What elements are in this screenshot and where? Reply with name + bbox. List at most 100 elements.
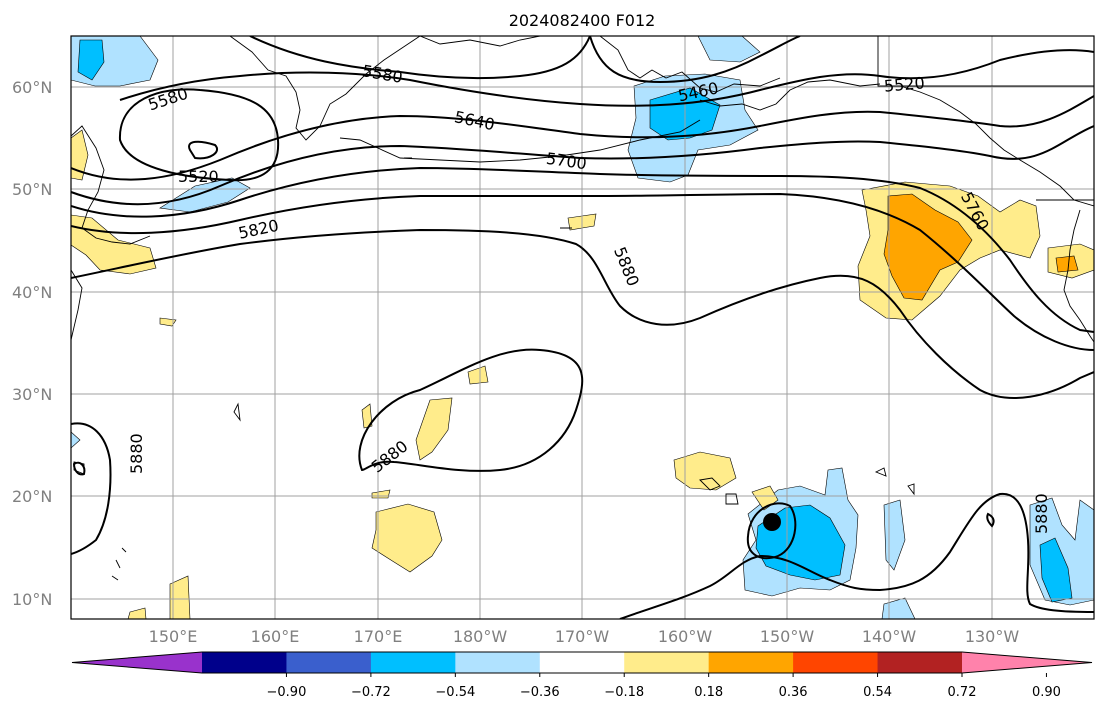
shade-orange-core bbox=[883, 193, 973, 301]
lat-label-30: 30°N bbox=[12, 385, 52, 404]
border-canada bbox=[877, 36, 1094, 87]
shade-marshall bbox=[371, 503, 443, 573]
colorbar-extend-high bbox=[962, 652, 1092, 673]
colorbar-label: −0.72 bbox=[351, 685, 391, 700]
isl-marianas bbox=[111, 547, 127, 581]
colorbar-extend-low bbox=[72, 652, 202, 673]
lon-label-170w: 170°W bbox=[555, 627, 610, 646]
lat-label-50: 50°N bbox=[12, 180, 52, 199]
lon-label-130w: 130°W bbox=[965, 627, 1020, 646]
coast-chukotka bbox=[419, 36, 541, 47]
lon-label-150w: 150°W bbox=[760, 627, 815, 646]
colorbar-label: −0.54 bbox=[435, 685, 475, 700]
lon-label-140w: 140°W bbox=[862, 627, 917, 646]
contour-label-5880-west: 5880 bbox=[127, 433, 146, 474]
colorbar-label: −0.90 bbox=[267, 685, 307, 700]
colorbar: −0.90 −0.72 −0.54 −0.36 −0.18 0.18 0.36 0.54 0.7… bbox=[71, 651, 1093, 700]
contour-5580-closed bbox=[118, 88, 280, 182]
contour-5820 bbox=[71, 192, 1094, 351]
colorbar-segment bbox=[370, 652, 456, 673]
contour-5880-west-loop bbox=[72, 461, 86, 476]
contour-5520-low bbox=[188, 140, 218, 160]
shade-se-core bbox=[1039, 537, 1073, 603]
contour-5760 bbox=[71, 166, 1094, 333]
isl-aleut-1 bbox=[404, 157, 572, 229]
shading-deep-blue bbox=[77, 39, 1073, 603]
lat-label-10: 10°N bbox=[12, 590, 52, 609]
colorbar-segment bbox=[286, 652, 372, 673]
lat-label-20: 20°N bbox=[12, 487, 52, 506]
contour-5880-se-loop bbox=[986, 512, 995, 528]
contour-label-5520-low: 5520 bbox=[178, 167, 219, 186]
coastlines bbox=[71, 36, 1094, 581]
contour-label-5880-center: 5880 bbox=[368, 436, 412, 476]
map-plot-area: 5580 5580 5520 5520 5460 5640 5700 5820 … bbox=[71, 36, 1094, 619]
contour-label-5640: 5640 bbox=[453, 107, 497, 134]
lon-label-170e: 170°E bbox=[354, 627, 403, 646]
contour-5880-center bbox=[358, 348, 584, 472]
graticule bbox=[71, 36, 1094, 619]
contour-5580-long bbox=[119, 49, 1094, 107]
latitude-labels: 60°N 50°N 40°N 30°N 20°N 10°N bbox=[12, 78, 52, 609]
map-frame bbox=[70, 35, 1095, 620]
map-title: 2024082400 F012 bbox=[509, 11, 656, 30]
shading-orange bbox=[883, 193, 1079, 301]
colorbar-label: −0.18 bbox=[604, 685, 644, 700]
coast-kamchatka bbox=[229, 36, 421, 141]
colorbar-segment bbox=[793, 652, 879, 673]
lon-label-180w: 180°W bbox=[453, 627, 508, 646]
colorbar-segment bbox=[539, 652, 625, 673]
shade-scs bbox=[169, 575, 191, 619]
isl-wake bbox=[233, 402, 241, 422]
coast-alaska-w bbox=[599, 36, 781, 93]
contour-label-5580-west: 5580 bbox=[146, 84, 191, 115]
contour-5700 bbox=[71, 125, 1094, 206]
contour-5880-north bbox=[71, 228, 1094, 400]
coast-alaska-pen bbox=[699, 79, 881, 111]
shade-hawaii-nw bbox=[673, 451, 737, 491]
lon-label-160w: 160°W bbox=[658, 627, 713, 646]
colorbar-label: 0.72 bbox=[948, 685, 977, 700]
shade-japan-north bbox=[71, 129, 89, 181]
lon-label-150e: 150°E bbox=[149, 627, 198, 646]
colorbar-segment bbox=[455, 652, 541, 673]
contour-label-5520-ne: 5520 bbox=[883, 73, 925, 95]
colorbar-label: 0.18 bbox=[694, 685, 723, 700]
lat-label-60: 60°N bbox=[12, 78, 52, 97]
coast-bc bbox=[899, 85, 1094, 207]
shade-w-edge bbox=[71, 431, 81, 449]
colorbar-segment bbox=[624, 652, 710, 673]
shade-small-1 bbox=[159, 317, 177, 327]
isl-hawaii bbox=[699, 477, 739, 505]
colorbar-segment bbox=[877, 652, 963, 673]
colorbar-label: 0.36 bbox=[779, 685, 808, 700]
shade-island-b bbox=[467, 365, 489, 385]
contour-hawaii-loop bbox=[746, 502, 797, 560]
longitude-labels: 150°E 160°E 170°E 180°W 170°W 160°W 150°… bbox=[149, 627, 1020, 646]
height-contours bbox=[71, 36, 1094, 619]
shade-nw-core bbox=[77, 39, 105, 81]
shade-island-a bbox=[361, 403, 373, 429]
contour-label-5880-north: 5880 bbox=[610, 244, 643, 289]
contour-5640 bbox=[71, 95, 1094, 181]
shade-gulf bbox=[697, 36, 761, 63]
colorbar-label: −0.36 bbox=[520, 685, 560, 700]
shade-sw-edge bbox=[127, 607, 147, 619]
shade-small-2 bbox=[371, 489, 391, 499]
contour-label-5880-se: 5880 bbox=[1032, 493, 1051, 534]
shade-orange-coast bbox=[1055, 255, 1079, 273]
contour-5880-south bbox=[619, 492, 1094, 619]
storm-center-dot bbox=[763, 513, 781, 531]
colorbar-segment bbox=[708, 652, 794, 673]
shade-se-strip bbox=[883, 499, 906, 571]
contour-label-5580-north: 5580 bbox=[361, 61, 404, 87]
contour-5520-north bbox=[249, 36, 591, 80]
colorbar-segment bbox=[202, 652, 287, 673]
contour-5460-loop bbox=[589, 36, 801, 84]
isl-nw-hawaii bbox=[874, 467, 915, 496]
shade-center-chain bbox=[415, 397, 453, 461]
shade-s-edge bbox=[881, 597, 916, 619]
coast-japan-west bbox=[71, 269, 83, 341]
